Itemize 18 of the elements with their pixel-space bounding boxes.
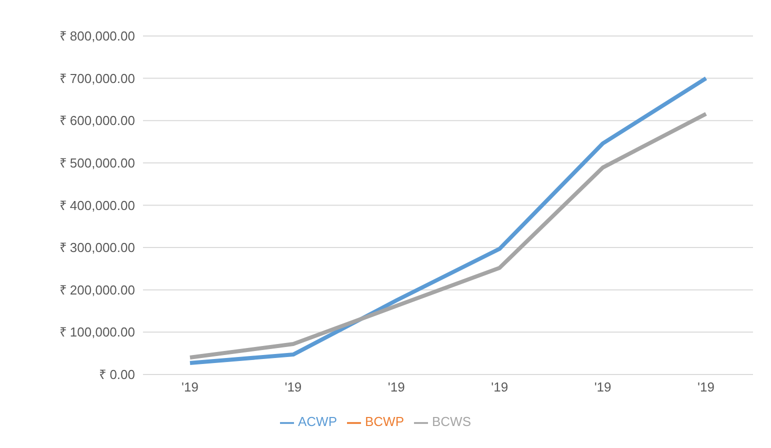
legend-label: ACWP <box>298 414 337 430</box>
legend-label: BCWP <box>365 414 404 430</box>
y-tick-label: ₹ 800,000.00 <box>59 28 135 44</box>
y-tick-label: ₹ 600,000.00 <box>59 113 135 128</box>
legend-label: BCWS <box>432 414 471 430</box>
x-tick-label: '19 <box>182 380 198 395</box>
x-tick-label: '19 <box>491 380 508 395</box>
x-tick-label: '19 <box>698 380 714 395</box>
y-tick-label: ₹ 300,000.00 <box>59 240 135 256</box>
y-tick-label: ₹ 0.00 <box>99 367 135 382</box>
y-tick-label: ₹ 500,000.00 <box>59 156 135 171</box>
y-tick-label: ₹ 700,000.00 <box>59 70 135 86</box>
y-tick-label: ₹ 200,000.00 <box>59 282 135 298</box>
x-tick-label: '19 <box>594 380 612 395</box>
x-tick-label: '19 <box>388 380 405 395</box>
y-tick-label: ₹ 100,000.00 <box>59 324 135 340</box>
x-tick-label: '19 <box>284 380 302 395</box>
y-tick-label: ₹ 400,000.00 <box>59 198 135 213</box>
